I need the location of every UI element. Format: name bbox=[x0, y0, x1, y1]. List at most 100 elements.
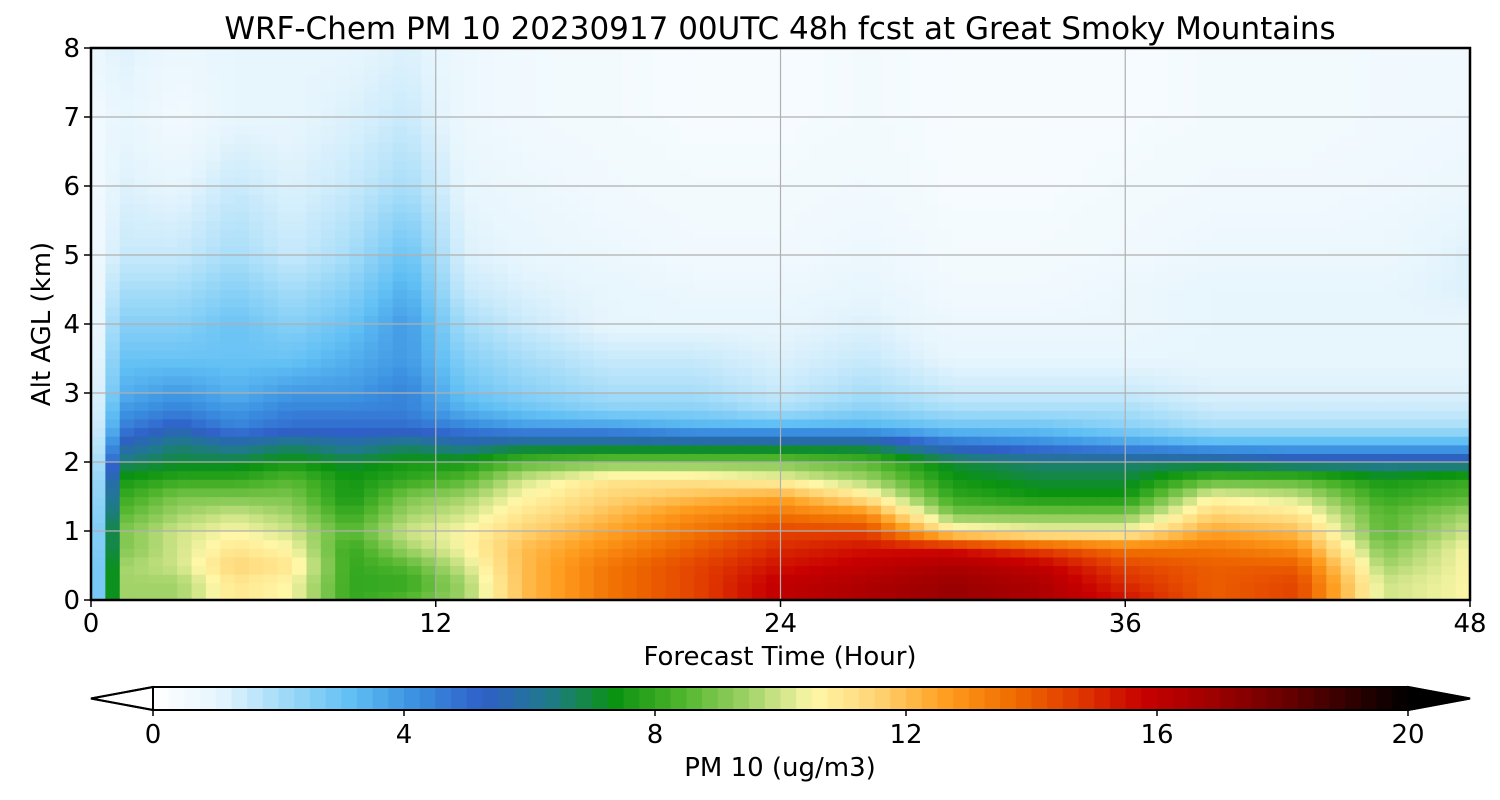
heatmap-cell bbox=[1082, 522, 1098, 532]
heatmap-cell bbox=[1268, 410, 1284, 420]
heatmap-cell bbox=[177, 444, 193, 454]
heatmap-cell bbox=[363, 410, 379, 420]
heatmap-cell bbox=[378, 531, 394, 541]
heatmap-cell bbox=[1211, 427, 1227, 437]
heatmap-cell bbox=[565, 531, 580, 541]
heatmap-cell bbox=[292, 375, 308, 385]
heatmap-cell bbox=[881, 444, 897, 454]
heatmap-cell bbox=[708, 479, 724, 489]
heatmap-cell bbox=[1082, 194, 1098, 204]
heatmap-cell bbox=[292, 410, 308, 420]
heatmap-cell bbox=[1211, 582, 1227, 592]
heatmap-cell bbox=[881, 565, 897, 575]
heatmap-cell bbox=[335, 332, 351, 342]
heatmap-cell bbox=[924, 522, 940, 532]
heatmap-cell bbox=[766, 556, 782, 567]
heatmap-cell bbox=[1082, 289, 1098, 299]
heatmap-cell bbox=[1311, 513, 1327, 523]
heatmap-cell bbox=[995, 462, 1011, 472]
heatmap-cell bbox=[809, 211, 825, 222]
heatmap-cell bbox=[622, 418, 638, 429]
heatmap-cell bbox=[220, 358, 236, 368]
heatmap-cell bbox=[1283, 401, 1299, 411]
heatmap-cell bbox=[1311, 556, 1327, 567]
heatmap-cell bbox=[1110, 349, 1126, 360]
heatmap-cell bbox=[651, 255, 667, 265]
heatmap-cell bbox=[407, 462, 422, 472]
heatmap-cell bbox=[1096, 194, 1112, 204]
heatmap-cell bbox=[881, 401, 897, 411]
heatmap-cell bbox=[1268, 539, 1284, 549]
heatmap-cell bbox=[320, 315, 336, 325]
heatmap-cell bbox=[723, 341, 738, 351]
heatmap-cell bbox=[1067, 298, 1083, 308]
heatmap-cell bbox=[565, 349, 580, 360]
heatmap-cell bbox=[665, 462, 681, 472]
heatmap-cell bbox=[1096, 453, 1112, 463]
heatmap-cell bbox=[823, 479, 839, 489]
heatmap-cell bbox=[1182, 496, 1198, 506]
heatmap-cell bbox=[1211, 591, 1227, 600]
heatmap-cell bbox=[1355, 479, 1371, 489]
heatmap-cell bbox=[1225, 479, 1241, 489]
heatmap-cell bbox=[622, 203, 638, 213]
heatmap-cell bbox=[1283, 505, 1299, 515]
heatmap-cell bbox=[780, 453, 796, 463]
heatmap-cell bbox=[694, 496, 710, 506]
heatmap-cell bbox=[1197, 539, 1213, 549]
heatmap-cell bbox=[981, 444, 997, 454]
heatmap-cell bbox=[1311, 548, 1327, 558]
heatmap-cell bbox=[191, 151, 207, 161]
heatmap-cell bbox=[292, 255, 308, 265]
heatmap-cell bbox=[751, 220, 767, 230]
heatmap-cell bbox=[249, 324, 264, 334]
heatmap-cell bbox=[1082, 531, 1098, 541]
heatmap-cell bbox=[1010, 186, 1026, 196]
heatmap-cell bbox=[1369, 263, 1385, 273]
heatmap-cell bbox=[1153, 203, 1169, 213]
heatmap-cell bbox=[1254, 401, 1270, 411]
heatmap-cell bbox=[881, 177, 897, 187]
heatmap-cell bbox=[292, 186, 308, 196]
heatmap-cell bbox=[1211, 324, 1227, 334]
heatmap-cell bbox=[967, 393, 983, 403]
heatmap-cell bbox=[349, 531, 365, 541]
heatmap-cell bbox=[837, 255, 853, 265]
heatmap-cell bbox=[593, 306, 609, 316]
heatmap-cell bbox=[1297, 462, 1313, 472]
heatmap-cell bbox=[1426, 332, 1442, 342]
heatmap-cell bbox=[1369, 324, 1385, 334]
heatmap-cell bbox=[881, 427, 897, 437]
heatmap-cell bbox=[593, 151, 609, 161]
heatmap-cell bbox=[1283, 177, 1299, 187]
heatmap-cell bbox=[952, 513, 968, 523]
heatmap-cell bbox=[1283, 246, 1299, 256]
heatmap-cell bbox=[1096, 315, 1112, 325]
heatmap-cell bbox=[1225, 470, 1241, 480]
heatmap-cell bbox=[1355, 470, 1371, 480]
heatmap-cell bbox=[435, 591, 451, 600]
heatmap-cell bbox=[794, 298, 810, 308]
heatmap-cell bbox=[392, 539, 408, 549]
heatmap-cell bbox=[809, 427, 825, 437]
heatmap-cell bbox=[263, 349, 279, 360]
heatmap-cell bbox=[277, 194, 293, 204]
heatmap-cell bbox=[1153, 289, 1169, 299]
heatmap-cell bbox=[205, 194, 221, 204]
heatmap-cell bbox=[1125, 556, 1141, 567]
heatmap-cell bbox=[593, 505, 609, 515]
heatmap-cell bbox=[895, 341, 911, 351]
heatmap-cell bbox=[809, 574, 825, 584]
heatmap-cell bbox=[521, 177, 537, 187]
heatmap-cell bbox=[866, 306, 882, 316]
heatmap-cell bbox=[1153, 410, 1169, 420]
heatmap-cell bbox=[1340, 220, 1356, 230]
heatmap-cell bbox=[536, 462, 552, 472]
heatmap-cell bbox=[306, 255, 322, 265]
heatmap-cell bbox=[1096, 324, 1112, 334]
heatmap-cell bbox=[349, 358, 365, 368]
heatmap-cell bbox=[881, 306, 897, 316]
heatmap-cell bbox=[162, 255, 178, 265]
heatmap-cell bbox=[220, 436, 236, 446]
heatmap-cell bbox=[1168, 556, 1184, 567]
